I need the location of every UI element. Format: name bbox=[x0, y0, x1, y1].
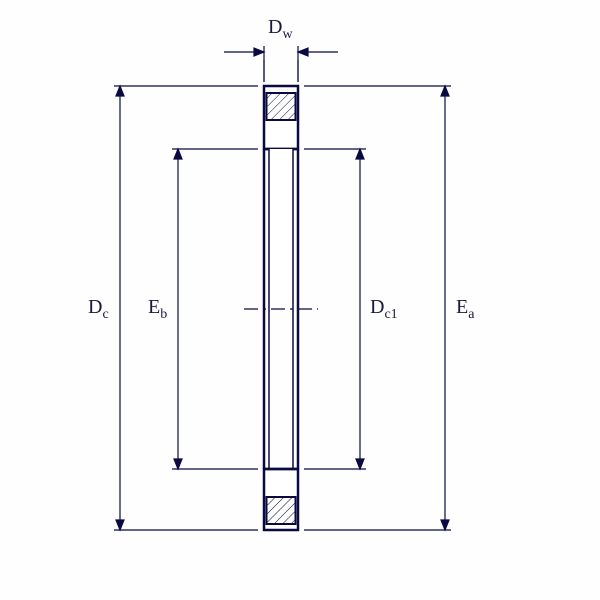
label-Dc: Dc bbox=[88, 296, 109, 323]
label-Ea: Ea bbox=[456, 296, 474, 323]
label-Dc1: Dc1 bbox=[370, 296, 398, 323]
label-Dw: Dw bbox=[268, 16, 293, 43]
bearing-cage-lower bbox=[264, 309, 298, 530]
label-Eb: Eb bbox=[148, 296, 167, 323]
dim-Dc1 bbox=[304, 149, 366, 469]
diagram-container: Dw Dc Eb Dc1 Ea bbox=[0, 0, 600, 600]
dim-Dc bbox=[114, 86, 258, 530]
bearing-cage-upper bbox=[264, 86, 298, 309]
